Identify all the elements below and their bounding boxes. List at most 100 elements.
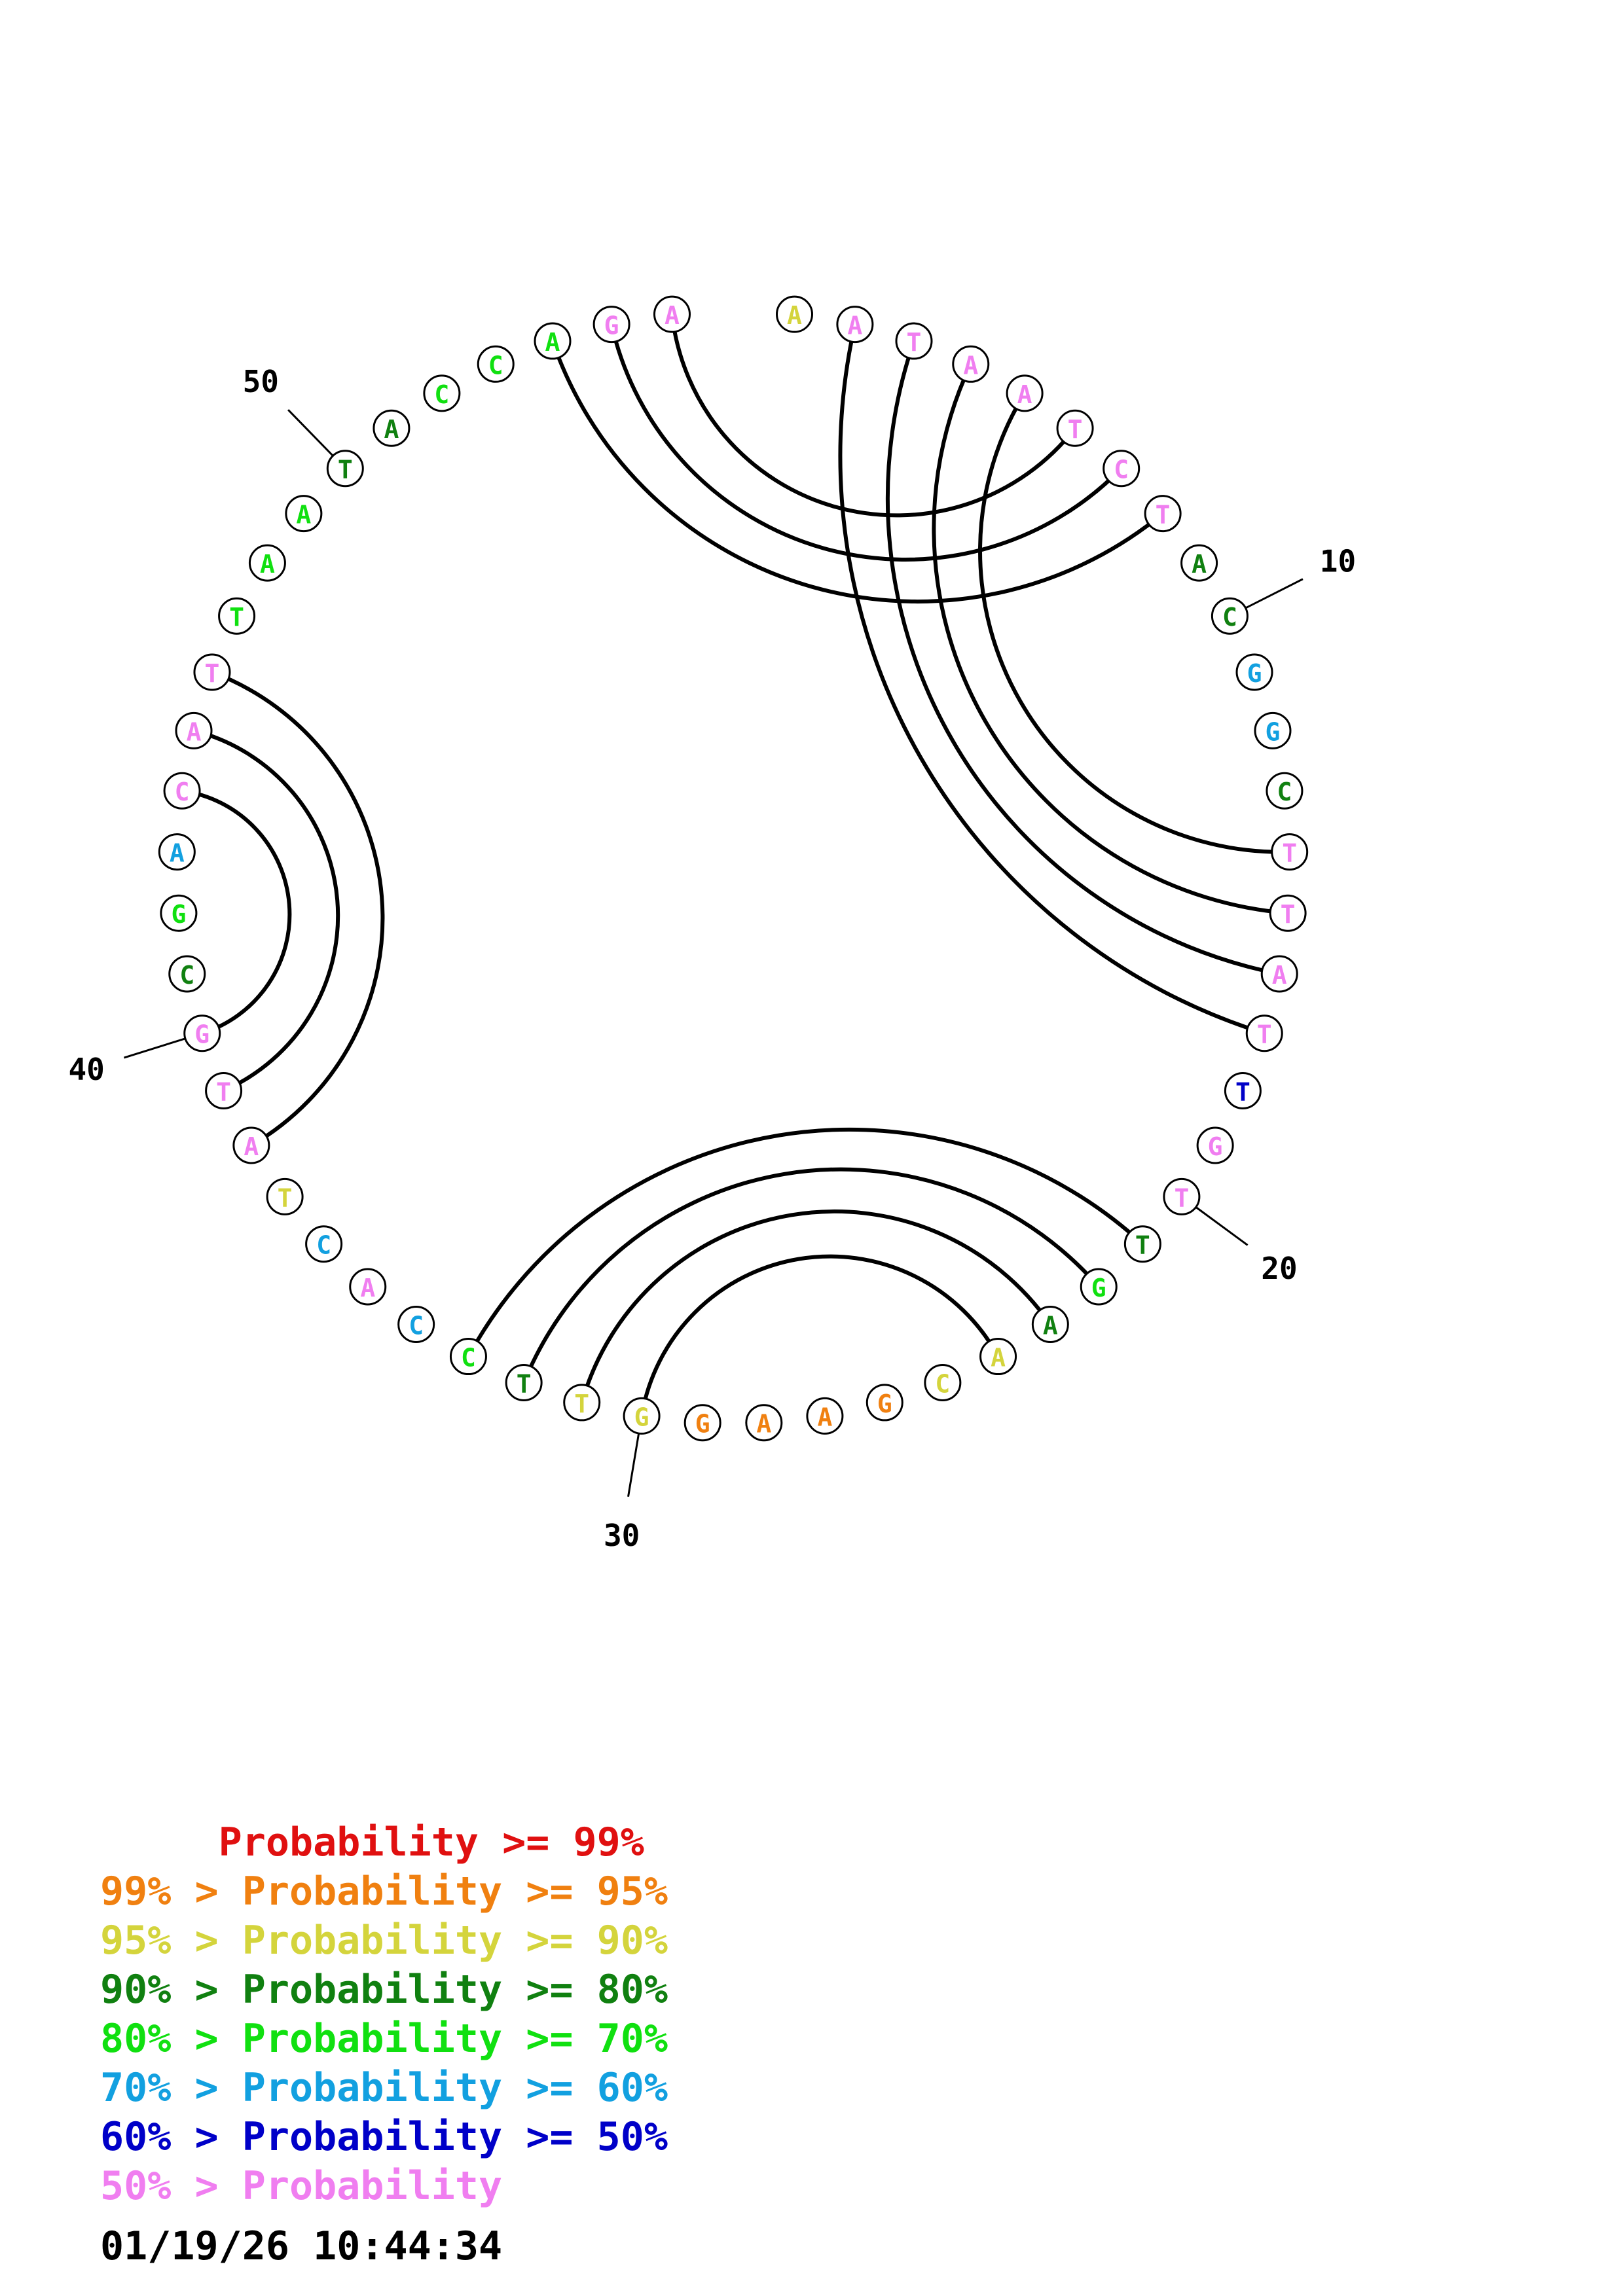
tick-label: 30	[604, 1518, 640, 1553]
nucleotide-letter: T	[1282, 839, 1297, 868]
nucleotide-letter: C	[488, 351, 503, 380]
nucleotide: T	[1269, 894, 1307, 932]
nucleotide: A	[1260, 955, 1298, 993]
nucleotide: G	[866, 1384, 903, 1422]
nucleotide-circle	[183, 1014, 221, 1052]
nucleotide: G	[160, 894, 198, 932]
nucleotide: G	[1080, 1268, 1118, 1306]
pair-arc	[522, 1167, 1101, 1384]
tick-label: 10	[1320, 544, 1356, 579]
nucleotide: G	[623, 1397, 661, 1435]
nucleotide-letter: C	[1114, 456, 1129, 484]
nucleotide-ring: A ATAATCTACGGCTTATTGTTGAACGAAGGTTCCACTATG…	[158, 295, 1309, 1442]
nucleotide-circle	[193, 653, 231, 691]
nucleotide: C	[305, 1225, 343, 1263]
nucleotide: A	[1006, 374, 1044, 412]
tick-label: 20	[1261, 1251, 1297, 1286]
nucleotide-circle	[305, 1225, 343, 1263]
nucleotide-circle	[1235, 653, 1273, 691]
nucleotide-circle	[218, 597, 256, 635]
nucleotide-letter: T	[574, 1390, 589, 1418]
nucleotide: A	[248, 544, 286, 582]
legend-row: Probability >= 99%	[100, 1820, 644, 1865]
nucleotide: T	[1224, 1071, 1262, 1109]
nucleotide-letter: A	[296, 501, 311, 529]
tick-line	[627, 1433, 640, 1497]
nucleotide: T	[505, 1364, 543, 1402]
nucleotide-circle	[593, 306, 630, 344]
nucleotide-letter: A	[787, 301, 802, 330]
nucleotide: G	[183, 1014, 221, 1052]
nucleotide-letter: C	[935, 1370, 950, 1399]
nucleotide-letter: A	[756, 1410, 771, 1439]
nucleotide-circle	[423, 374, 461, 412]
nucleotide-circle	[168, 955, 206, 993]
nucleotide: A	[1180, 544, 1218, 582]
nucleotide: T	[193, 653, 231, 691]
nucleotide-circle	[1144, 495, 1182, 533]
nucleotide: A	[232, 1126, 270, 1164]
pair-arc	[551, 340, 1165, 604]
nucleotide: C	[1103, 450, 1140, 488]
pair-arc	[885, 340, 1280, 976]
tick-line	[1195, 1206, 1249, 1246]
nucleotide-letter: T	[1257, 1020, 1272, 1049]
nucleotide-letter: T	[338, 456, 353, 484]
nucleotide-circle	[745, 1404, 783, 1442]
legend-row: 95% > Probability >= 90%	[100, 1918, 668, 1964]
nucleotide-letter: A	[545, 328, 560, 357]
pair-arc	[579, 1210, 1052, 1403]
nucleotide: T	[563, 1384, 601, 1422]
nucleotide: A	[952, 345, 990, 383]
nucleotide: T	[326, 450, 364, 488]
nucleotide: C	[477, 345, 515, 383]
nucleotide-circle	[1196, 1126, 1234, 1164]
nucleotide-letter: A	[187, 717, 202, 746]
pair-arc	[211, 670, 385, 1147]
nucleotide-letter: T	[1156, 501, 1171, 529]
nucleotide-letter: T	[1174, 1183, 1189, 1212]
nucleotide: C	[449, 1338, 487, 1376]
nucleotide-letter: A	[384, 415, 399, 444]
legend-row: 60% > Probability >= 50%	[100, 2114, 668, 2160]
nucleotide-letter: C	[1222, 603, 1237, 632]
nucleotide-circle	[1245, 1014, 1283, 1052]
nucleotide-letter: A	[1043, 1312, 1058, 1340]
nucleotide-letter: C	[461, 1344, 476, 1372]
pair-arc	[181, 789, 292, 1035]
nucleotide-letter: T	[1135, 1231, 1150, 1260]
nucleotide-letter: A	[360, 1274, 375, 1302]
nucleotide-letter: T	[278, 1183, 293, 1212]
nucleotide: T	[1245, 1014, 1283, 1052]
nucleotide-letter: T	[517, 1370, 532, 1399]
nucleotide-circle	[866, 1384, 903, 1422]
nucleotide-letter: A	[847, 312, 862, 340]
nucleotide-letter: G	[1208, 1132, 1223, 1161]
nucleotide-circle	[1080, 1268, 1118, 1306]
nucleotide-circle	[1260, 955, 1298, 993]
nucleotide-circle	[248, 544, 286, 582]
pair-arc	[193, 728, 340, 1093]
nucleotide: A	[776, 295, 814, 333]
nucleotide: C	[1266, 772, 1304, 810]
nucleotide: G	[593, 306, 630, 344]
nucleotide-circle	[477, 345, 515, 383]
nucleotide-circle	[924, 1364, 962, 1402]
nucleotide-circle	[1006, 374, 1044, 412]
nucleotide: T	[1056, 409, 1094, 447]
nucleotide-circle	[952, 345, 990, 383]
nucleotide-letter: G	[634, 1403, 649, 1431]
pair-arc	[670, 314, 1077, 518]
pair-arc	[640, 1254, 1000, 1416]
nucleotide-circle	[1031, 1306, 1069, 1344]
legend-row: 99% > Probability >= 95%	[100, 1869, 668, 1914]
nucleotide: A	[653, 295, 691, 333]
nucleotide: A	[285, 495, 323, 533]
nucleotide: A	[534, 322, 572, 360]
nucleotide-circle	[836, 306, 874, 344]
nucleotide-circle	[349, 1268, 387, 1306]
nucleotide-letter: C	[179, 961, 194, 990]
nucleotide-letter: G	[1247, 659, 1262, 688]
nucleotide: C	[924, 1364, 962, 1402]
nucleotide-letter: G	[604, 312, 619, 340]
